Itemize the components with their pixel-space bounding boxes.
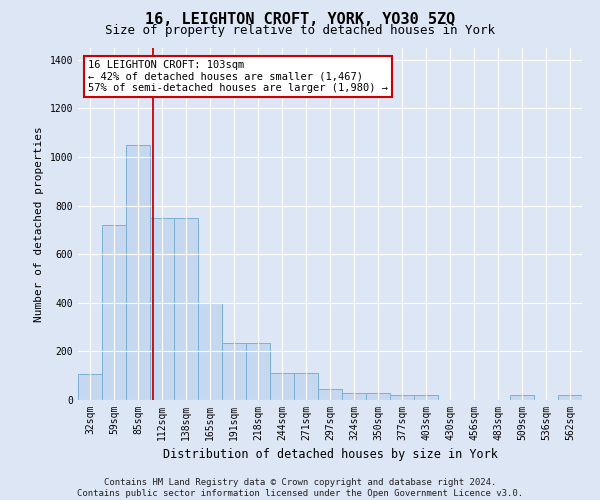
Text: 16 LEIGHTON CROFT: 103sqm
← 42% of detached houses are smaller (1,467)
57% of se: 16 LEIGHTON CROFT: 103sqm ← 42% of detac…: [88, 60, 388, 93]
Bar: [246, 343, 270, 400]
Bar: [270, 374, 294, 400]
Bar: [390, 395, 414, 400]
Bar: [294, 374, 318, 400]
Text: Size of property relative to detached houses in York: Size of property relative to detached ho…: [105, 24, 495, 37]
Bar: [126, 144, 150, 400]
Bar: [222, 343, 246, 400]
Bar: [198, 303, 222, 400]
Bar: [366, 392, 390, 400]
Bar: [150, 218, 174, 400]
Bar: [414, 395, 438, 400]
Bar: [174, 218, 198, 400]
Bar: [342, 392, 366, 400]
Bar: [102, 225, 126, 400]
Text: Contains HM Land Registry data © Crown copyright and database right 2024.
Contai: Contains HM Land Registry data © Crown c…: [77, 478, 523, 498]
Text: 16, LEIGHTON CROFT, YORK, YO30 5ZQ: 16, LEIGHTON CROFT, YORK, YO30 5ZQ: [145, 12, 455, 28]
X-axis label: Distribution of detached houses by size in York: Distribution of detached houses by size …: [163, 448, 497, 462]
Y-axis label: Number of detached properties: Number of detached properties: [34, 126, 44, 322]
Bar: [558, 395, 582, 400]
Bar: [510, 395, 534, 400]
Bar: [78, 374, 102, 400]
Bar: [318, 389, 342, 400]
